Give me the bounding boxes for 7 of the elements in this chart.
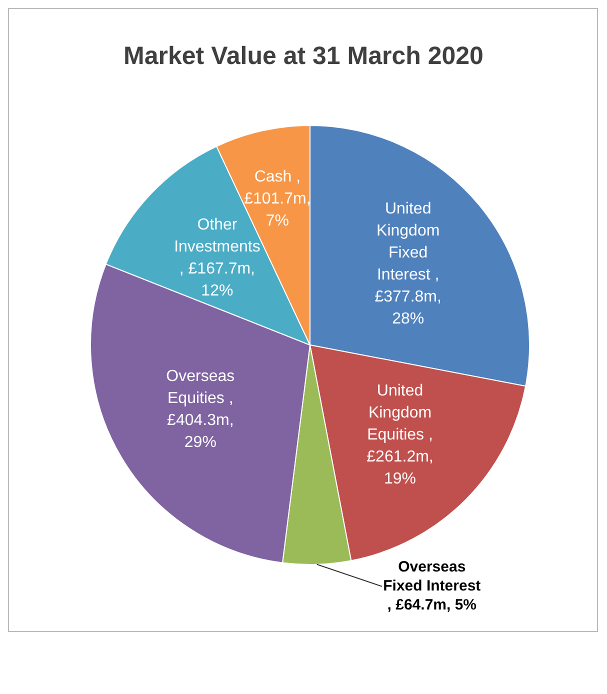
data-label: , £64.7m, 5%	[387, 596, 477, 614]
chart-title: Market Value at 31 March 2020	[122, 42, 484, 71]
slice-label: United Kingdom Equities , £261.2m, 19%	[366, 382, 434, 488]
data-label: , £167.7m, 12%	[179, 260, 255, 300]
slice-label: Overseas Fixed Interest	[383, 558, 481, 595]
slice-label: United Kingdom Fixed Interest , £377.8m, 28%	[374, 200, 442, 328]
slice-label: Overseas Equities , £404.3m, 29%	[166, 368, 235, 452]
